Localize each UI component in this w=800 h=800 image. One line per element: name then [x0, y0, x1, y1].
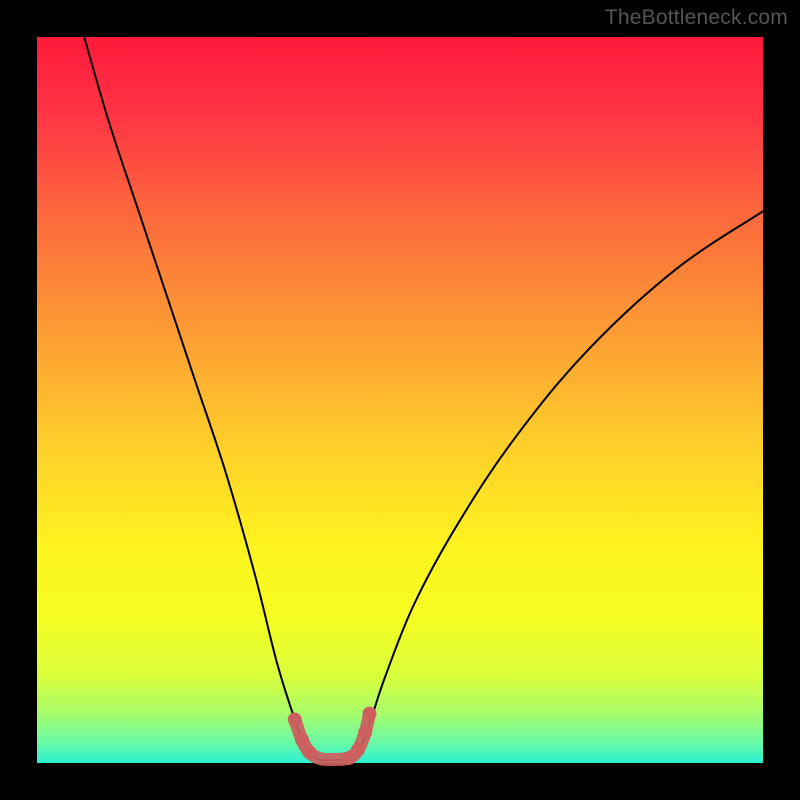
chart-svg [0, 0, 800, 800]
bottleneck-curve [84, 37, 763, 760]
watermark-text: TheBottleneck.com [605, 6, 788, 30]
trough-highlight [295, 714, 370, 760]
